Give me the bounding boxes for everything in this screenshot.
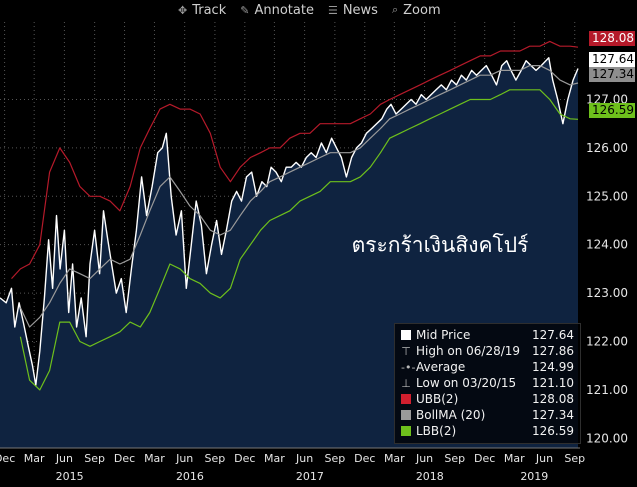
x-year-label: 2017 [296,470,324,483]
x-month-label: Jun [295,452,313,465]
legend-row-low: ⊥ Low on 03/20/15 121.10 [401,376,574,390]
x-month-label: Jun [415,452,433,465]
legend-row-high: ⊤ High on 06/28/19 127.86 [401,344,574,358]
zoom-label: Zoom [403,2,441,18]
x-month-label: Mar [504,452,525,465]
legend-value: 126.59 [532,424,574,438]
x-month-label: Dec [114,452,135,465]
series-line-1 [11,40,579,280]
chart-toolbar: ✥ Track ✎ Annotate ☰ News ⌕ Zoom [178,0,441,20]
track-button[interactable]: ✥ Track [178,3,226,18]
crosshair-icon: ✥ [178,3,188,17]
x-month-label: Sep [564,452,585,465]
x-axis: Dec Mar Jun Sep Dec Mar Jun Sep Dec Mar Jun Sep Dec M… [0,447,585,483]
legend-value: 127.86 [532,344,574,358]
x-year-label: 2019 [520,470,548,483]
x-month-label: Sep [84,452,105,465]
x-month-label: Jun [55,452,73,465]
news-icon: ☰ [327,3,338,17]
legend-label: High on 06/28/19 [416,344,521,358]
x-month-label: Mar [144,452,165,465]
x-month-label: Sep [444,452,465,465]
x-month-label: Sep [324,452,345,465]
mid-swatch [401,330,411,340]
low-marker-icon: ⊥ [401,376,411,390]
x-month-label: Mar [384,452,405,465]
x-month-label: Dec [234,452,255,465]
y-tick-label: 126.00 [586,141,628,155]
x-month-label: Dec [354,452,375,465]
track-label: Track [192,2,227,18]
zoom-button[interactable]: ⌕ Zoom [392,3,441,18]
x-month-label: Dec [0,452,15,465]
x-month-label: Dec [474,452,495,465]
legend-value: 127.34 [532,408,574,422]
y-tick-label: 124.00 [586,238,628,252]
series-line-3 [19,89,579,391]
legend-row-mid: Mid Price 127.64 [401,328,574,342]
high-marker-icon: ⊤ [401,344,411,358]
lbb-price-tag: 126.59 [589,103,635,118]
ma-price-tag: 127.34 [589,67,635,82]
legend-value: 124.99 [532,360,574,374]
y-tick-label: 121.00 [586,383,628,397]
chart-legend: Mid Price 127.64 ⊤ High on 06/28/19 127.… [394,323,581,444]
legend-row-ma: BollMA (20) 127.34 [401,408,574,422]
ma-swatch [401,410,411,420]
legend-label: BollMA (20) [416,408,486,422]
legend-row-average: -•- Average 124.99 [401,360,574,374]
y-tick-label: 127.00 [586,92,628,106]
x-year-label: 2015 [56,470,84,483]
y-tick-label: 125.00 [586,189,628,203]
annotate-button[interactable]: ✎ Annotate [240,3,314,18]
watermark-text: ตระกร้าเงินสิงคโปร์ [352,233,529,257]
mid-price-tag: 127.64 [589,52,635,67]
series-layer [0,40,579,391]
x-month-label: Sep [205,452,226,465]
y-tick-label: 122.00 [586,335,628,349]
x-year-label: 2016 [176,470,204,483]
y-tick-label: 123.00 [586,286,628,300]
legend-label: Average [416,360,466,374]
y-tick-label: 120.00 [586,431,628,445]
legend-value: 128.08 [532,392,574,406]
x-month-label: Jun [175,452,193,465]
x-month-label: Mar [264,452,285,465]
news-button[interactable]: ☰ News [328,3,378,18]
legend-value: 121.10 [532,376,574,390]
legend-label: UBB(2) [416,392,459,406]
x-month-label: Mar [24,452,45,465]
legend-label: Mid Price [416,328,471,342]
y-axis: 120.00 121.00 122.00 123.00 124.00 125.00 126.… [586,92,628,445]
legend-label: LBB(2) [416,424,457,438]
pencil-icon: ✎ [240,3,250,17]
average-marker-icon: -•- [401,360,416,374]
magnifier-icon: ⌕ [391,3,399,16]
legend-value: 127.64 [532,328,574,342]
series-line-2 [19,64,579,328]
x-year-label: 2018 [416,470,444,483]
legend-row-lbb: LBB(2) 126.59 [401,424,574,438]
news-label: News [342,2,378,18]
x-month-label: Jun [535,452,553,465]
annotate-label: Annotate [254,2,314,18]
ubb-swatch [401,394,411,404]
lbb-swatch [401,426,411,436]
legend-row-ubb: UBB(2) 128.08 [401,392,574,406]
legend-label: Low on 03/20/15 [416,376,517,390]
ubb-price-tag: 128.08 [589,31,635,46]
